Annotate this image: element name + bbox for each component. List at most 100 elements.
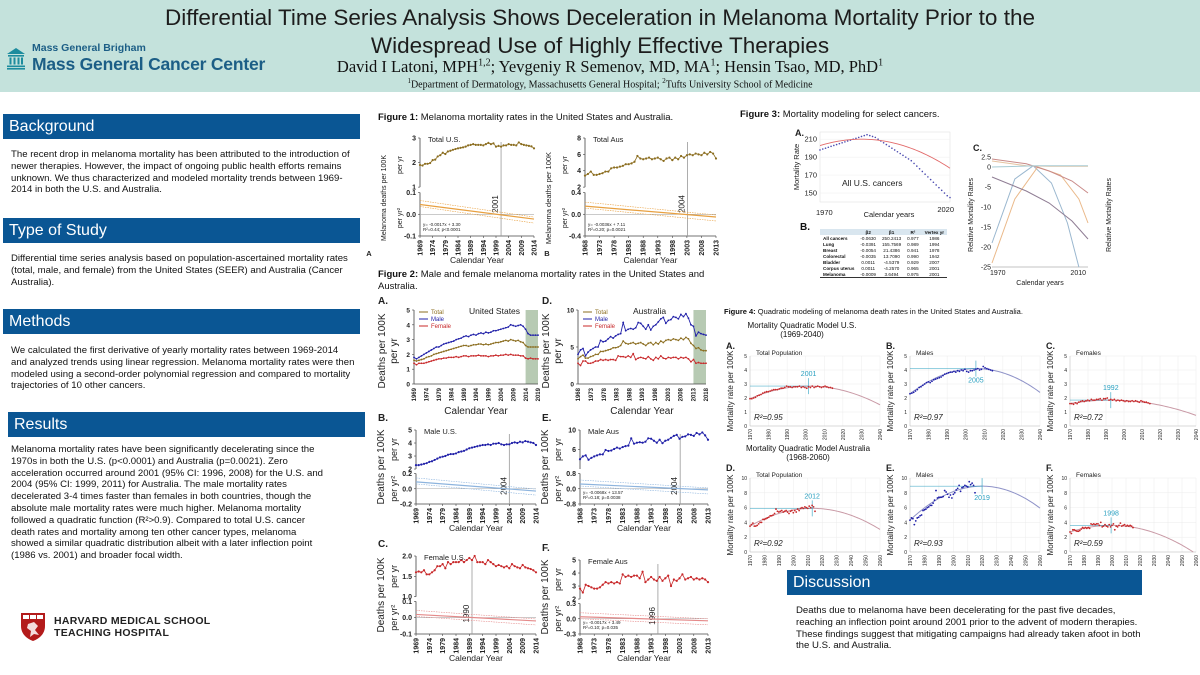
table-cell: 0.975 <box>904 271 922 279</box>
data-point <box>518 440 522 443</box>
data-point <box>1145 401 1148 404</box>
data-point <box>766 517 769 519</box>
y-axis-label-bottom: per yr² <box>389 476 399 502</box>
data-point <box>430 460 434 463</box>
data-point <box>772 514 775 516</box>
data-point <box>470 558 474 562</box>
regression-stats: R²=0.10; p=0.035 <box>583 625 619 630</box>
x-tick-label: 2020 <box>1138 555 1144 566</box>
y-axis-label-top: per yr <box>397 155 404 174</box>
data-point <box>765 390 768 393</box>
data-point <box>685 154 688 157</box>
y-axis-label: Mortality rate per 100K <box>726 474 735 556</box>
trend-ci-upper <box>579 612 709 620</box>
data-point <box>507 354 510 357</box>
x-tick-label: 1979 <box>443 240 450 256</box>
table-row: Breast -0.0054 21.4386 0.941 1978 <box>820 247 947 253</box>
panel-letter: C. <box>1046 341 1055 351</box>
data-point <box>521 441 524 444</box>
x-tick-label: 1983 <box>620 508 627 524</box>
data-point <box>610 581 613 584</box>
data-point <box>820 386 823 389</box>
data-point <box>649 329 652 331</box>
y-tick-label: 2 <box>1064 396 1067 402</box>
figure-3-text: Mortality modeling for select cancers. <box>780 109 940 120</box>
y-axis-label-bottom: per yr² <box>389 605 399 631</box>
y-tick-label: 8 <box>904 491 907 497</box>
data-point <box>686 433 690 436</box>
data-point <box>519 354 522 357</box>
x-axis-label: Calendar years <box>864 210 915 219</box>
data-point <box>637 357 640 359</box>
x-tick-label: 2003 <box>666 387 672 401</box>
data-point <box>910 392 913 394</box>
data-point <box>1111 399 1114 401</box>
data-point <box>457 356 460 359</box>
y-tick-label: 10 <box>901 476 907 482</box>
r-squared-label: R²=0.95 <box>754 413 783 422</box>
data-point <box>935 489 937 492</box>
y-axis-label-top: per yr <box>389 565 399 588</box>
data-point <box>835 143 838 146</box>
data-point <box>1118 524 1120 527</box>
data-point <box>476 561 479 564</box>
column-header: β1 <box>879 229 905 236</box>
panel-subtitle: Females <box>1076 472 1102 479</box>
data-point <box>592 173 595 176</box>
data-point <box>635 574 638 577</box>
data-point <box>473 554 476 558</box>
y-tick-label: -0.4 <box>569 234 581 241</box>
data-point <box>445 342 448 345</box>
y-tick-label: 170 <box>804 171 817 180</box>
data-point <box>486 443 490 446</box>
data-point <box>750 523 753 526</box>
x-axis-label: Calendar Year <box>450 255 504 265</box>
y-tick-label: 2.0 <box>402 554 412 561</box>
y-axis-label: Mortality rate per 100K <box>1046 474 1055 556</box>
data-point <box>690 342 692 345</box>
data-point <box>593 587 596 590</box>
data-point <box>655 441 658 444</box>
data-point <box>916 165 918 167</box>
data-point <box>446 150 449 153</box>
data-point <box>482 343 485 346</box>
data-point <box>584 357 587 359</box>
total-series-line <box>577 336 706 360</box>
fig2E-chart: 6 10 -0.8 0.0 0.8 1968 1973 1978 1983 1988 1993 199… <box>540 413 713 533</box>
data-point <box>687 317 690 320</box>
y-axis-label-top: per yr <box>553 438 563 461</box>
data-point <box>437 357 440 360</box>
data-point <box>662 341 665 344</box>
r-squared-label: R²=0.97 <box>914 413 943 422</box>
data-point <box>614 335 617 337</box>
data-point <box>909 519 911 522</box>
x-tick-label: 1989 <box>467 508 474 524</box>
x-tick-label: 1980 <box>1082 555 1088 566</box>
data-point <box>1104 397 1107 400</box>
data-point <box>480 343 482 345</box>
data-point <box>489 143 493 146</box>
x-tick-label: 1988 <box>641 240 648 256</box>
x-tick-label: 1994 <box>480 508 487 524</box>
data-point <box>462 344 465 347</box>
data-point <box>916 517 919 519</box>
data-point <box>976 367 979 370</box>
data-point <box>414 571 418 574</box>
data-point <box>597 346 599 348</box>
data-point <box>607 582 610 585</box>
data-point <box>793 509 796 512</box>
data-point <box>461 146 465 149</box>
data-point <box>487 355 490 358</box>
data-point <box>619 332 622 335</box>
data-point <box>579 349 582 351</box>
x-tick-label: 2030 <box>1176 429 1182 440</box>
affiliation-sup: 1 <box>407 77 411 85</box>
data-point <box>1083 527 1085 530</box>
data-point <box>602 350 604 353</box>
data-point <box>1081 399 1084 402</box>
data-point <box>1131 399 1134 402</box>
data-point <box>639 341 642 344</box>
data-point <box>658 438 661 441</box>
data-point <box>644 357 647 360</box>
data-point <box>925 381 928 384</box>
